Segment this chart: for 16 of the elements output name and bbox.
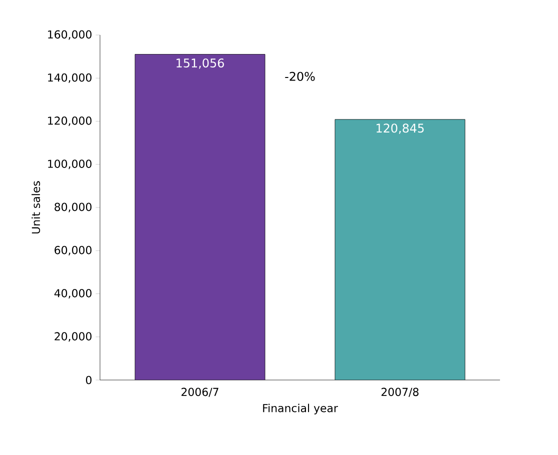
y-tick-label: 160,000 (48, 30, 92, 40)
y-tick-label: 100,000 (48, 160, 92, 170)
data-label: 120,845 (376, 124, 424, 134)
y-tick-label: 0 (86, 376, 92, 384)
x-axis-title: Financial year (263, 404, 338, 414)
x-tick-label: 2006/7 (182, 388, 218, 397)
annotation: -20% (285, 72, 315, 81)
y-tick-label: 60,000 (54, 246, 92, 256)
y-tick-label: 40,000 (54, 289, 92, 298)
data-label: 151,056 (176, 58, 224, 69)
y-tick-label: 80,000 (54, 202, 92, 212)
y-tick-label: 140,000 (48, 73, 92, 83)
x-tick-label: 2007/8 (382, 388, 419, 397)
y-tick-label: 120,000 (48, 116, 92, 126)
y-axis-title: Unit sales (32, 181, 40, 234)
y-tick-label: 20,000 (54, 332, 92, 342)
